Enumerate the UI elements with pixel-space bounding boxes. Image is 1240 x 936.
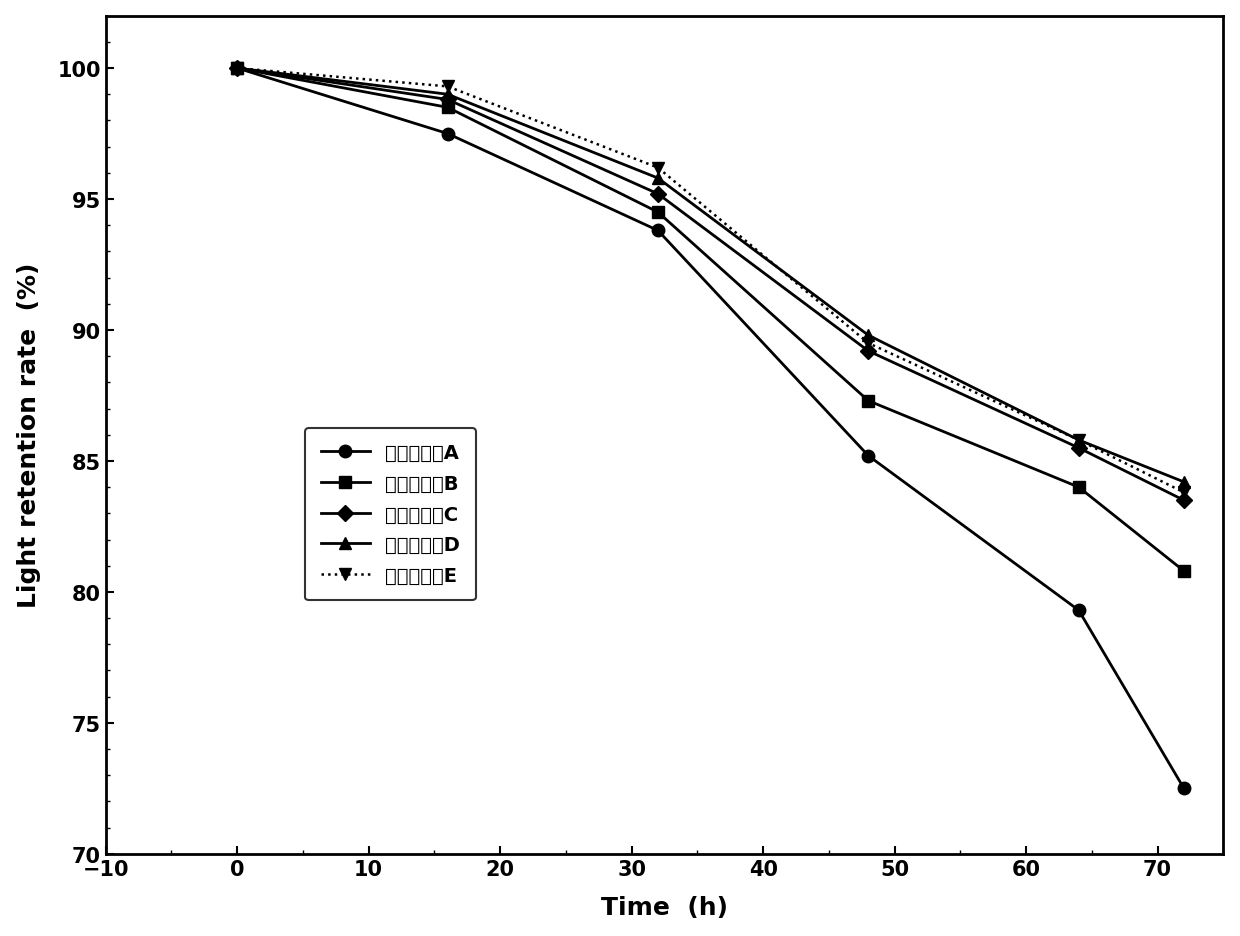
Line: 导电鈢白粉D: 导电鈢白粉D [231, 63, 1190, 489]
进口鈢白粉A [229, 64, 244, 75]
导电鈢白粉D [1071, 435, 1086, 446]
导电鈢白粉B [440, 103, 455, 114]
导电鈢白粉E [1177, 488, 1192, 499]
Line: 导电鈢白粉C: 导电鈢白粉C [232, 64, 1189, 506]
导电鈢白粉E [861, 338, 875, 349]
X-axis label: Time  (h): Time (h) [601, 896, 728, 919]
导电鈢白粉B [651, 207, 666, 218]
导电鈢白粉D [651, 173, 666, 184]
导电鈢白粉E [229, 64, 244, 75]
导电鈢白粉E [651, 163, 666, 174]
Line: 导电鈢白粉E: 导电鈢白粉E [231, 63, 1190, 499]
Line: 进口鈢白粉A: 进口鈢白粉A [231, 63, 1190, 795]
导电鈢白粉B [861, 396, 875, 407]
导电鈢白粉B [1071, 482, 1086, 493]
导电鈢白粉D [861, 330, 875, 342]
导电鈢白粉C [1071, 443, 1086, 454]
Line: 导电鈢白粉B: 导电鈢白粉B [231, 63, 1190, 578]
进口鈢白粉A [1177, 782, 1192, 794]
导电鈢白粉C [861, 346, 875, 358]
进口鈢白粉A [1071, 605, 1086, 616]
Y-axis label: Light retention rate  (%): Light retention rate (%) [16, 263, 41, 607]
进口鈢白粉A [861, 450, 875, 461]
导电鈢白粉B [1177, 565, 1192, 577]
导电鈢白粉C [651, 189, 666, 200]
导电鈢白粉C [229, 64, 244, 75]
导电鈢白粉B [229, 64, 244, 75]
导电鈢白粉D [1177, 476, 1192, 488]
导电鈢白粉C [440, 95, 455, 106]
进口鈢白粉A [440, 129, 455, 140]
导电鈢白粉D [440, 90, 455, 101]
导电鈢白粉E [1071, 435, 1086, 446]
进口鈢白粉A [651, 226, 666, 237]
导电鈢白粉D [229, 64, 244, 75]
导电鈢白粉C [1177, 495, 1192, 506]
Legend: 进口鈢白粉A, 导电鈢白粉B, 导电鈢白粉C, 导电鈢白粉D, 导电鈢白粉E: 进口鈢白粉A, 导电鈢白粉B, 导电鈢白粉C, 导电鈢白粉D, 导电鈢白粉E [305, 429, 476, 601]
导电鈢白粉E [440, 81, 455, 93]
